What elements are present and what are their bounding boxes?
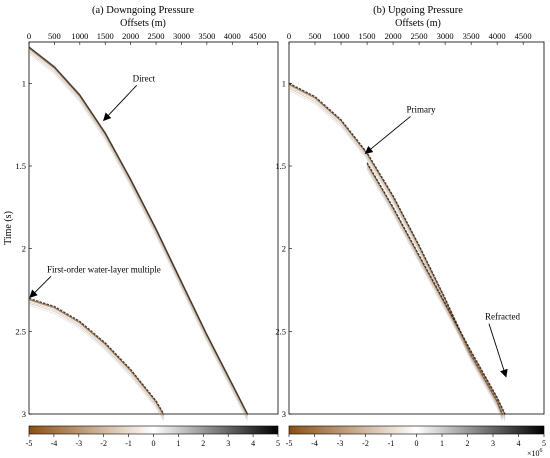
colorbar-tick-label: -3 [75, 439, 82, 448]
colorbar-exponent-power: 6 [540, 448, 543, 454]
colorbar-tick-label: 4 [517, 439, 521, 448]
colorbar-tick-label: -1 [388, 439, 395, 448]
panel-a-y-tick-label: 2.5 [15, 326, 26, 336]
colorbar-tick-label: 4 [251, 439, 255, 448]
panel-a-title: (a) Downgoing Pressure [92, 5, 194, 16]
panel-a: (a) Downgoing Pressure Offsets (m) 0 500 1… [15, 5, 279, 422]
colorbar-exponent-base: ×10 [527, 449, 540, 458]
colorbar-tick-label: -4 [311, 439, 318, 448]
event-coda-line [28, 303, 164, 420]
panel-a-marks: 0 500 1000 1500 2000 2500 3000 3500 4000 4500 1 1.5… [15, 31, 266, 422]
colorbar-tick-label: -4 [51, 439, 58, 448]
panel-a-x-tick-label: 0 [27, 31, 31, 41]
panel-b-y-tick-label: 2.5 [275, 326, 286, 336]
colorbar-b-ticks: -5 -4 -3 -2 -1 0 1 2 3 4 5 [286, 434, 546, 448]
colorbar-tick-label: 1 [176, 439, 180, 448]
panel-b-x-tick-label: 500 [309, 31, 322, 41]
panel-b-x-tick-label: 2500 [411, 31, 428, 41]
event-coda-line [366, 167, 506, 420]
panel-b-frame [288, 41, 545, 415]
panel-b-x-tick-label: 4000 [489, 31, 506, 41]
colorbar-tick-label: -2 [362, 439, 369, 448]
annotation-arrow [102, 85, 138, 122]
colorbar-tick-label: 5 [276, 439, 280, 448]
event-coda-line [366, 166, 506, 418]
colorbar-b-bar [288, 425, 545, 435]
panel-a-x-tick-label: 2000 [122, 31, 139, 41]
panel-a-y-tick-label: 3 [22, 409, 26, 419]
colorbar-a-ticks: -5 -4 -3 -2 -1 0 1 2 3 4 5 [26, 434, 280, 448]
panel-b-x-tick-label: 3500 [463, 31, 480, 41]
panel-b-title: (b) Upgoing Pressure [373, 5, 463, 16]
annotation-label: Primary [406, 104, 435, 114]
panel-b-y-tick-label: 1.5 [275, 161, 286, 171]
annotation-label: Direct [133, 73, 156, 83]
panel-b-x-tick-label: 0 [287, 31, 291, 41]
colorbar-a-bar [28, 425, 279, 435]
panel-a-y-tick-label: 1.5 [15, 161, 26, 171]
colorbar-tick-label: 0 [415, 439, 419, 448]
event-wavefront-line [366, 162, 506, 415]
colorbar-tick-label: 5 [542, 439, 546, 448]
panel-b-marks: 0 500 1000 1500 2000 2500 3000 3500 4000 4500 1 1.5… [275, 31, 532, 422]
colorbar-tick-label: -3 [337, 439, 344, 448]
colorbar-tick-label: -5 [26, 439, 33, 448]
colorbar-tick-label: -5 [286, 439, 293, 448]
event-wavefront-line [28, 297, 165, 415]
colorbar-tick-label: 3 [226, 439, 230, 448]
colorbar-tick-label: -1 [125, 439, 132, 448]
colorbar-b: -5 -4 -3 -2 -1 0 1 2 3 4 5 [286, 425, 546, 448]
event-wavefront-line [28, 46, 249, 415]
panel-a-y-tick-label: 2 [22, 244, 26, 254]
panel-b-y-tick-label: 1 [282, 78, 286, 88]
event-coda-line [28, 53, 248, 422]
panel-b-y-tick-label: 2 [282, 244, 286, 254]
panel-a-xlabel: Offsets (m) [120, 18, 166, 29]
event-coda-line [288, 86, 503, 418]
panel-a-x-tick-label: 1000 [71, 31, 88, 41]
panel-a-x-tick-label: 3000 [173, 31, 190, 41]
annotation-arrow [29, 275, 52, 298]
colorbar-tick-label: 0 [152, 439, 156, 448]
panel-a-y-tick-label: 1 [22, 78, 26, 88]
panel-a-x-tick-label: 2500 [148, 31, 165, 41]
event-coda-line [28, 301, 164, 418]
annotation-arrow [488, 323, 508, 378]
colorbar-exponent: ×106 [527, 448, 543, 458]
panel-a-x-tick-label: 500 [48, 31, 61, 41]
colorbar-tick-label: 3 [491, 439, 495, 448]
panel-a-x-tick-label: 3500 [198, 31, 215, 41]
panel-b-y-tick-label: 3 [282, 409, 286, 419]
annotation-label: First-order water-layer multiple [47, 264, 161, 274]
panel-b-x-tick-label: 1500 [359, 31, 376, 41]
panel-a-x-tick-label: 4500 [249, 31, 266, 41]
event-coda-line [28, 51, 248, 420]
event-coda-line [28, 305, 164, 422]
y-axis-label: Time (s) [3, 211, 14, 245]
colorbar-tick-label: 1 [440, 439, 444, 448]
annotation-arrow [364, 116, 411, 155]
colorbar-a: -5 -4 -3 -2 -1 0 1 2 3 4 5 [26, 425, 280, 448]
panel-b-x-tick-label: 3000 [437, 31, 454, 41]
panel-a-x-tick-label: 1500 [97, 31, 114, 41]
event-coda-line [28, 50, 248, 418]
panel-b: (b) Upgoing Pressure Offsets (m) 0 500 100… [275, 5, 545, 422]
event-coda-line [288, 88, 503, 420]
panel-b-xlabel: Offsets (m) [395, 18, 441, 29]
panel-b-x-tick-label: 2000 [385, 31, 402, 41]
event-coda-line [366, 169, 506, 422]
colorbar-tick-label: 2 [466, 439, 470, 448]
annotation-label: Refracted [485, 312, 520, 322]
panel-b-x-tick-label: 4500 [515, 31, 532, 41]
panel-a-x-tick-label: 4000 [224, 31, 241, 41]
panel-b-x-tick-label: 1000 [333, 31, 350, 41]
event-coda-line [288, 90, 503, 422]
colorbar-tick-label: 2 [201, 439, 205, 448]
colorbar-tick-label: -2 [100, 439, 107, 448]
